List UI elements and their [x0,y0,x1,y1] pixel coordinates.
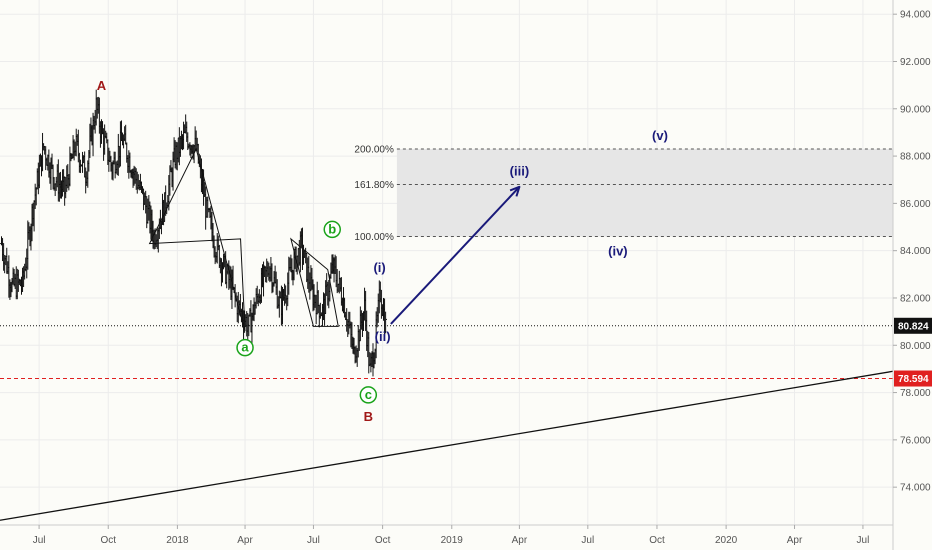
y-tick-label: 78.000 [900,388,931,399]
wave-label: B [364,409,373,424]
x-tick-label: Oct [649,535,665,546]
wave-label-circle [359,386,378,404]
grid-layer [0,0,893,525]
y-tick-label: 82.000 [900,293,931,304]
price-tag-label: 80.824 [898,321,929,332]
x-tick-label: Oct [100,535,116,546]
trendline-layer [0,370,894,521]
wave-channel [148,147,246,332]
price-tag [894,370,932,387]
x-tick-label: Oct [375,535,391,546]
wave-label: (iv) [608,244,628,259]
x-tick-label: 2018 [166,535,189,546]
x-tick-label: Jul [307,535,320,546]
wave-label: (iii) [510,163,530,178]
wave-label: (v) [652,128,668,143]
reference-line-layer [0,325,893,380]
x-tick-label: Apr [237,535,253,546]
y-axis[interactable]: 94.000 92.000 90.000 88.000 86.000 84.000 82.0… [893,10,931,494]
y-tick-label: 76.000 [900,435,931,446]
x-axis[interactable]: Jul Oct 2018 Apr Jul Oct 2019 Apr Jul Oct 2020 Apr J… [33,525,870,546]
price-tag-label: 78.594 [898,374,929,385]
channel-layer [148,147,339,332]
y-tick-label: 74.000 [900,483,931,494]
x-tick-label: Jul [581,535,594,546]
x-tick-label: 2020 [715,535,738,546]
x-tick-label: 2019 [441,535,464,546]
y-tick-label: 88.000 [900,152,931,163]
wave-label-circle [323,220,341,239]
projection-arrowhead [509,185,521,197]
fib-level-label: 100.00% [354,232,394,243]
y-tick-label: 92.000 [900,57,931,68]
fib-zone-layer: 200.00% 161.80% 100.00% [354,144,893,243]
y-tick-label: 86.000 [900,199,931,210]
wave-label: (ii) [375,329,391,344]
x-tick-label: Jul [857,535,870,546]
y-tick-label: 94.000 [900,10,931,21]
y-tick-label: 90.000 [900,104,931,115]
projection-arrow-layer [390,185,521,325]
fib-zone [396,148,893,237]
wave-label: (i) [373,260,385,275]
projection-arrow [390,186,521,325]
wave-label: c [365,387,372,402]
wave-label: b [328,221,336,236]
fib-level-label: 161.80% [354,180,394,191]
wave-label-circle [236,338,254,357]
fib-level-label: 200.00% [354,144,394,155]
wave-label: a [241,340,249,355]
wave-label-layer: Aa b cB (i) (ii) (iii) (iv) (v) [97,78,668,424]
y-tick-label: 84.000 [900,246,931,257]
y-tick-label: 80.000 [900,341,931,352]
price-series-layer [0,89,388,377]
trendline [0,370,894,521]
wave-channel [290,237,339,327]
price-tag [894,317,932,334]
x-tick-label: Apr [787,535,803,546]
plot-area[interactable] [0,0,893,525]
price-tag-layer: 80.824 78.594 [894,317,932,387]
x-tick-label: Jul [33,535,46,546]
wave-label: A [97,78,107,93]
x-tick-label: Apr [512,535,528,546]
